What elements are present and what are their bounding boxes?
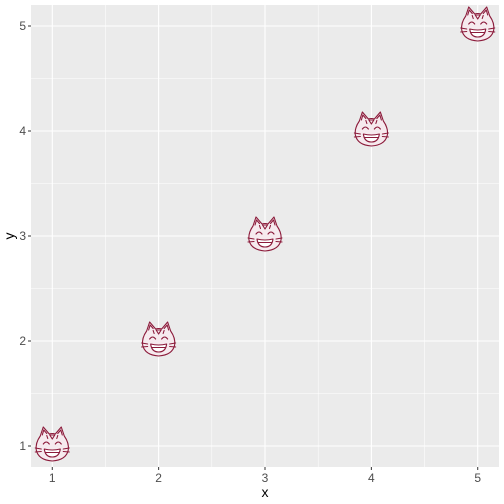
cat-stripe bbox=[56, 434, 59, 440]
cat-forehead-mark bbox=[155, 329, 162, 335]
y-axis-title: y bbox=[1, 233, 17, 240]
cat-whisker bbox=[488, 30, 496, 33]
cat-face-marker bbox=[353, 111, 389, 147]
cat-whisker bbox=[460, 30, 468, 33]
x-tick-label: 2 bbox=[155, 471, 162, 485]
cat-eye bbox=[361, 126, 369, 130]
cat-ear-inner bbox=[254, 219, 261, 226]
cat-ear-inner bbox=[57, 429, 63, 436]
cat-ear-inner bbox=[269, 219, 276, 226]
cat-whisker bbox=[169, 345, 177, 348]
cat-stripe bbox=[152, 329, 155, 335]
cat-face-marker bbox=[34, 426, 70, 462]
cat-whisker bbox=[34, 447, 42, 450]
y-tick-label: 3 bbox=[19, 229, 26, 243]
cat-head bbox=[248, 216, 282, 252]
cat-forehead-mark bbox=[49, 434, 56, 440]
cat-eye bbox=[468, 21, 476, 25]
cat-whisker bbox=[381, 132, 389, 135]
cat-eye bbox=[42, 441, 50, 445]
data-points bbox=[34, 6, 496, 462]
y-tick-label: 2 bbox=[19, 334, 26, 348]
cat-whisker bbox=[460, 27, 468, 30]
cat-forehead-mark bbox=[261, 224, 269, 230]
cat-stripe bbox=[375, 119, 378, 125]
cat-forehead-mark bbox=[474, 14, 481, 20]
cat-whisker bbox=[141, 342, 149, 345]
x-tick-label: 4 bbox=[368, 471, 375, 485]
cat-whisker bbox=[247, 240, 255, 243]
cat-whisker bbox=[247, 237, 255, 240]
cat-whisker bbox=[353, 132, 361, 135]
cat-ear-inner bbox=[148, 324, 154, 331]
cat-stripe bbox=[471, 14, 474, 20]
x-tick-label: 3 bbox=[262, 471, 269, 485]
cat-whisker bbox=[62, 447, 70, 450]
y-tick-label: 1 bbox=[19, 439, 26, 453]
cat-face-marker bbox=[141, 321, 177, 357]
cat-stripe bbox=[162, 329, 165, 335]
cat-forehead-mark bbox=[368, 119, 375, 125]
cat-ear-inner bbox=[467, 9, 473, 16]
y-tick-label: 5 bbox=[19, 19, 26, 33]
cat-whisker bbox=[275, 240, 283, 243]
cat-whisker bbox=[381, 135, 389, 138]
cat-eye bbox=[267, 231, 275, 235]
cat-ear-inner bbox=[41, 429, 48, 436]
cat-stripe bbox=[365, 119, 368, 125]
x-tick-label: 1 bbox=[49, 471, 56, 485]
y-tick-label: 4 bbox=[19, 124, 26, 138]
cat-head bbox=[354, 111, 389, 147]
x-axis-title: x bbox=[262, 484, 269, 500]
cat-stripe bbox=[46, 434, 49, 440]
x-tick-label: 5 bbox=[474, 471, 481, 485]
cat-face-marker bbox=[247, 216, 283, 252]
cat-head bbox=[35, 426, 69, 462]
y-axis-ticks: 1 2 3 4 5 bbox=[19, 19, 31, 453]
cat-stripe bbox=[268, 224, 272, 230]
cat-whisker bbox=[275, 237, 283, 240]
cat-head bbox=[461, 6, 495, 42]
cat-ear-inner bbox=[360, 114, 367, 121]
cat-head bbox=[141, 321, 176, 357]
cat-stripe bbox=[481, 14, 484, 20]
cat-whisker bbox=[62, 450, 70, 453]
cat-eye bbox=[54, 441, 62, 445]
cat-eye bbox=[373, 126, 381, 130]
cat-whisker bbox=[488, 27, 496, 30]
cat-eye bbox=[149, 336, 157, 340]
cat-whisker bbox=[169, 342, 177, 345]
cat-eye bbox=[255, 231, 263, 235]
cat-eye bbox=[161, 336, 169, 340]
cat-ear-inner bbox=[163, 324, 170, 331]
cat-eye bbox=[480, 21, 488, 25]
cat-ear-inner bbox=[376, 114, 382, 121]
cat-stripe bbox=[258, 224, 262, 230]
cat-whisker bbox=[34, 450, 42, 453]
cat-ear-inner bbox=[482, 9, 489, 16]
cat-face-marker bbox=[460, 6, 496, 42]
cat-whisker bbox=[141, 345, 149, 348]
x-axis-ticks: 1 2 3 4 5 bbox=[49, 467, 481, 485]
cat-whisker bbox=[353, 135, 361, 138]
